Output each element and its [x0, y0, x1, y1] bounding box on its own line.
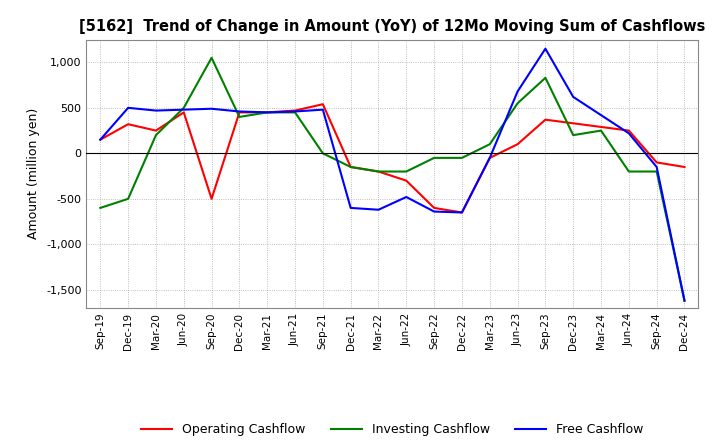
- Operating Cashflow: [291, 108, 300, 113]
- Operating Cashflow: [96, 137, 104, 142]
- Operating Cashflow: [652, 160, 661, 165]
- Investing Cashflow: [597, 128, 606, 133]
- Line: Free Cashflow: Free Cashflow: [100, 49, 685, 301]
- Operating Cashflow: [235, 110, 243, 115]
- Investing Cashflow: [346, 164, 355, 169]
- Investing Cashflow: [96, 205, 104, 211]
- Free Cashflow: [569, 94, 577, 99]
- Investing Cashflow: [263, 110, 271, 115]
- Title: [5162]  Trend of Change in Amount (YoY) of 12Mo Moving Sum of Cashflows: [5162] Trend of Change in Amount (YoY) o…: [79, 19, 706, 34]
- Free Cashflow: [179, 107, 188, 112]
- Operating Cashflow: [263, 110, 271, 115]
- Operating Cashflow: [541, 117, 550, 122]
- Investing Cashflow: [485, 142, 494, 147]
- Free Cashflow: [624, 131, 633, 136]
- Investing Cashflow: [374, 169, 383, 174]
- Free Cashflow: [541, 46, 550, 51]
- Free Cashflow: [152, 108, 161, 113]
- Investing Cashflow: [318, 150, 327, 156]
- Free Cashflow: [458, 210, 467, 215]
- Free Cashflow: [346, 205, 355, 211]
- Investing Cashflow: [513, 101, 522, 106]
- Investing Cashflow: [680, 298, 689, 303]
- Free Cashflow: [402, 194, 410, 200]
- Operating Cashflow: [569, 121, 577, 126]
- Operating Cashflow: [624, 128, 633, 133]
- Operating Cashflow: [430, 205, 438, 211]
- Investing Cashflow: [152, 132, 161, 138]
- Free Cashflow: [263, 110, 271, 115]
- Free Cashflow: [652, 164, 661, 169]
- Free Cashflow: [485, 155, 494, 161]
- Operating Cashflow: [346, 164, 355, 169]
- Investing Cashflow: [291, 110, 300, 115]
- Free Cashflow: [235, 109, 243, 114]
- Operating Cashflow: [179, 110, 188, 115]
- Operating Cashflow: [458, 210, 467, 215]
- Operating Cashflow: [680, 164, 689, 169]
- Investing Cashflow: [179, 105, 188, 110]
- Investing Cashflow: [458, 155, 467, 161]
- Investing Cashflow: [124, 196, 132, 202]
- Operating Cashflow: [374, 169, 383, 174]
- Investing Cashflow: [430, 155, 438, 161]
- Operating Cashflow: [318, 102, 327, 107]
- Investing Cashflow: [207, 55, 216, 60]
- Free Cashflow: [291, 109, 300, 114]
- Operating Cashflow: [124, 121, 132, 127]
- Y-axis label: Amount (million yen): Amount (million yen): [27, 108, 40, 239]
- Legend: Operating Cashflow, Investing Cashflow, Free Cashflow: Operating Cashflow, Investing Cashflow, …: [136, 418, 649, 440]
- Free Cashflow: [597, 113, 606, 118]
- Investing Cashflow: [541, 75, 550, 81]
- Line: Operating Cashflow: Operating Cashflow: [100, 104, 685, 213]
- Operating Cashflow: [207, 196, 216, 202]
- Operating Cashflow: [597, 125, 606, 130]
- Free Cashflow: [207, 106, 216, 111]
- Operating Cashflow: [152, 128, 161, 133]
- Free Cashflow: [374, 207, 383, 213]
- Free Cashflow: [680, 298, 689, 303]
- Investing Cashflow: [235, 114, 243, 120]
- Operating Cashflow: [402, 178, 410, 183]
- Investing Cashflow: [402, 169, 410, 174]
- Free Cashflow: [124, 105, 132, 110]
- Investing Cashflow: [569, 132, 577, 138]
- Investing Cashflow: [652, 169, 661, 174]
- Free Cashflow: [513, 89, 522, 94]
- Free Cashflow: [318, 107, 327, 112]
- Free Cashflow: [430, 209, 438, 214]
- Operating Cashflow: [485, 155, 494, 161]
- Free Cashflow: [96, 137, 104, 142]
- Operating Cashflow: [513, 142, 522, 147]
- Line: Investing Cashflow: Investing Cashflow: [100, 58, 685, 301]
- Investing Cashflow: [624, 169, 633, 174]
